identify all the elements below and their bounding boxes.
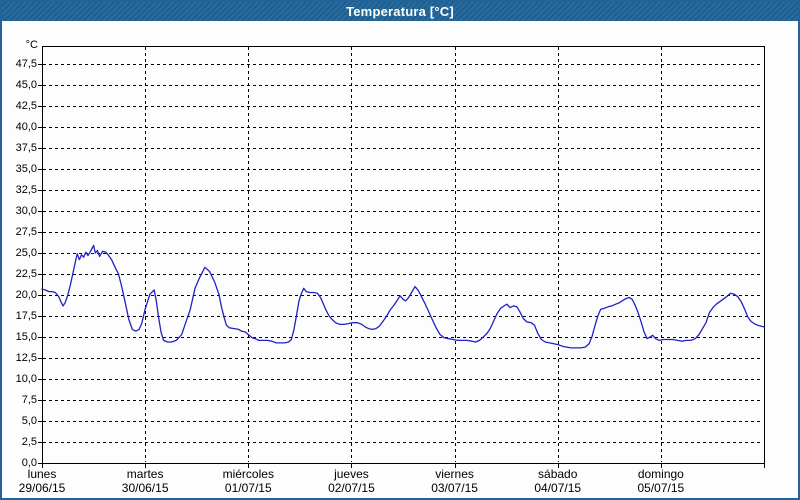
y-axis-tick-label: 15,0 — [15, 331, 37, 343]
plot-border — [42, 46, 765, 464]
y-axis-tick-label: 2,5 — [21, 436, 37, 448]
x-axis-date-label: 30/06/15 — [121, 481, 169, 495]
y-axis-tick-label: 22,5 — [15, 268, 37, 280]
x-axis-date-label: 04/07/15 — [534, 481, 582, 495]
temperature-line — [41, 244, 765, 349]
y-axis-tick-label: 35,0 — [15, 163, 37, 175]
y-axis-tick-label: 25,0 — [15, 247, 37, 259]
y-axis-tick-label: 0,0 — [21, 457, 37, 469]
chart-title: Temperatura [°C] — [346, 4, 454, 19]
y-axis-tick-label: 17,5 — [15, 310, 37, 322]
y-axis-tick-label: 40,0 — [15, 121, 37, 133]
y-axis-tick-label: 32,5 — [15, 184, 37, 196]
x-axis-day-label: miércoles — [222, 467, 274, 481]
x-axis-day-label: viernes — [435, 467, 474, 481]
x-axis-date-label: 02/07/15 — [328, 481, 375, 495]
y-axis-tick-label: 27,5 — [15, 226, 37, 238]
x-axis-day-label: martes — [126, 467, 164, 481]
y-axis-tick-label: 20,0 — [15, 289, 37, 301]
y-axis-tick-label: 7,5 — [21, 394, 37, 406]
x-axis-day-label: lunes — [27, 467, 57, 481]
chart-title-bar: Temperatura [°C] — [2, 2, 798, 21]
y-axis-tick-label: 47,5 — [15, 58, 37, 70]
x-axis-date-label: 01/07/15 — [224, 481, 272, 495]
y-axis-tick-label: 45,0 — [15, 79, 37, 91]
x-axis-date-label: 03/07/15 — [431, 481, 478, 495]
y-axis-tick-label: 12,5 — [15, 352, 37, 364]
y-axis-tick-label: 10,0 — [15, 373, 37, 385]
x-axis-date-label: 29/06/15 — [18, 481, 66, 495]
x-axis-day-label: domingo — [637, 467, 684, 481]
y-axis-tick-label: 5,0 — [21, 415, 37, 427]
x-axis-day-label: sábado — [538, 467, 578, 481]
y-axis-unit-label: °C — [25, 39, 38, 51]
x-axis-day-label: jueves — [334, 467, 369, 481]
y-axis-tick-label: 37,5 — [15, 142, 37, 154]
x-axis-date-label: 05/07/15 — [637, 481, 685, 495]
y-axis-tick-label: 30,0 — [15, 205, 37, 217]
y-axis-tick-label: 42,5 — [15, 100, 37, 112]
